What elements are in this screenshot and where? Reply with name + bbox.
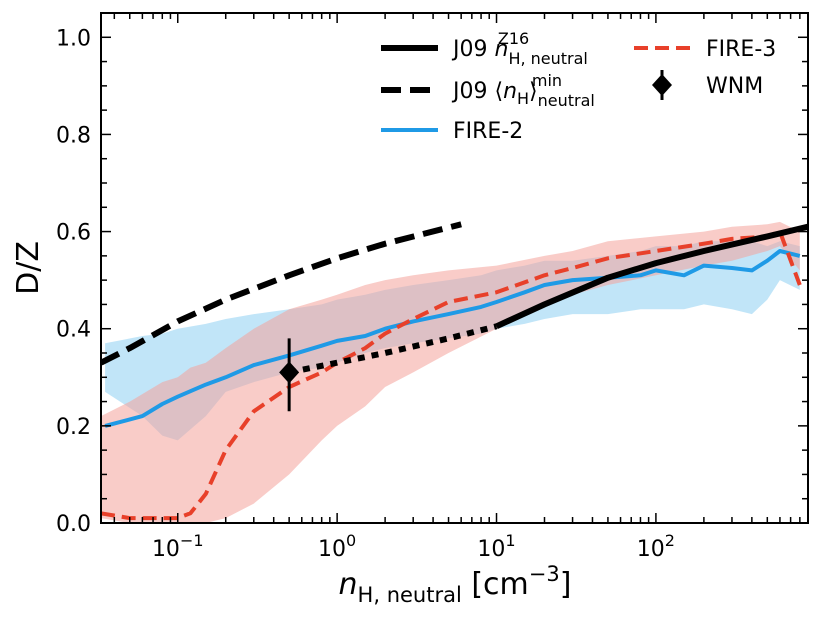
x-axis-title: nH, neutral [cm−3]: [339, 562, 572, 607]
plot-frame: [100, 12, 809, 524]
tick-labels-layer: 0.0 0.2 0.4 0.6 0.8 1.0 10−1 100 101 102: [56, 26, 675, 562]
bands-layer: [101, 221, 800, 523]
y-tick-label: 0.6: [56, 221, 91, 246]
y-axis-title: D/Z: [11, 241, 46, 295]
legend-item-j09-min: J09 ⟨nH⟩neutralmin: [381, 71, 595, 110]
svg-text:J09 ⟨nH⟩neutralmin: J09 ⟨nH⟩neutralmin: [451, 71, 595, 110]
y-tick-label: 0.8: [56, 123, 91, 148]
series-line-fire-3: [101, 229, 802, 521]
x-tick-label: 100: [318, 531, 356, 562]
legend-item-fire2: FIRE-2: [381, 119, 523, 144]
point-wnm: [279, 361, 300, 384]
legend-label-fire3: FIRE-3: [706, 37, 776, 62]
legend-item-fire3: FIRE-3: [634, 37, 776, 62]
y-tick-label: 0.2: [56, 415, 91, 440]
series-line-fire-2: [104, 249, 801, 428]
y-tick-label: 1.0: [56, 26, 91, 51]
x-tick-label: 101: [477, 531, 515, 562]
band-fire-3: [101, 221, 800, 523]
ticks-layer: [101, 12, 809, 524]
svg-text:J09 nH, neutralZ16: J09 nH, neutralZ16: [451, 29, 588, 68]
legend-item-j09-z16: J09 nH, neutralZ16: [381, 29, 588, 68]
y-tick-label: 0.4: [56, 318, 91, 343]
legend-label-wnm: WNM: [706, 74, 763, 99]
x-tick-label: 102: [637, 531, 675, 562]
legend-marker-wnm: [652, 74, 672, 96]
legend-label-j09-z16: J09: [451, 37, 494, 62]
y-tick-label: 0.0: [56, 512, 91, 537]
band-fire-2: [105, 241, 800, 441]
points-layer: [279, 338, 300, 412]
x-tick-label: 10−1: [152, 531, 204, 562]
series-line-j09-n-h-neutral-z16: [495, 223, 808, 330]
legend-label-j09-min: J09 ⟨: [451, 79, 503, 104]
legend: J09 nH, neutralZ16 J09 ⟨nH⟩neutralmin FI…: [381, 29, 776, 144]
lines-layer: [101, 221, 808, 521]
series-line-j09-n-h-neutral-z16-extrapolated: [288, 323, 498, 376]
legend-label-fire2: FIRE-2: [453, 119, 523, 144]
legend-item-wnm: WNM: [652, 70, 763, 100]
series-line-j09-n-h-neutral-min: [101, 221, 462, 366]
